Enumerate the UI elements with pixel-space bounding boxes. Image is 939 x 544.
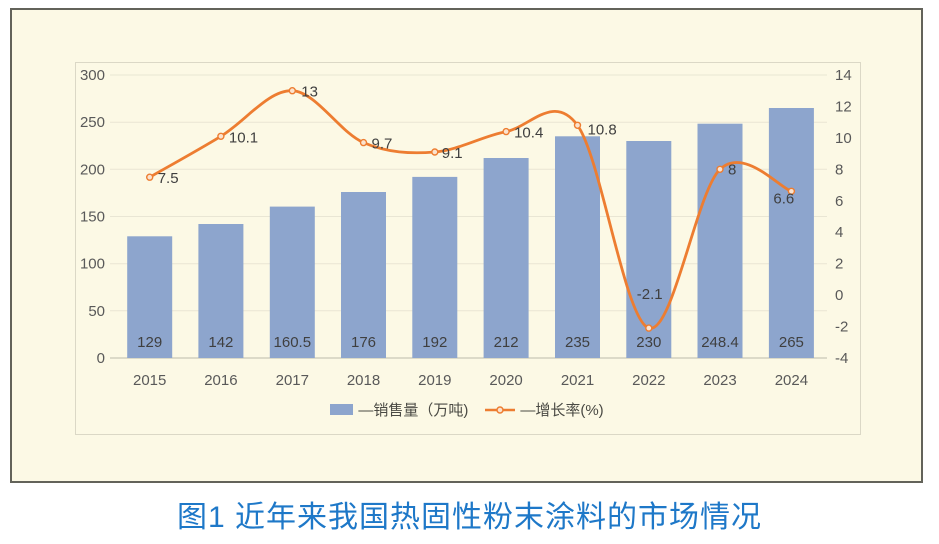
- right-axis-tick: 6: [835, 193, 843, 210]
- left-axis-tick: 200: [80, 161, 105, 178]
- line-value-label: -2.1: [637, 286, 663, 303]
- right-axis-tick: 12: [835, 98, 852, 115]
- plot-area-frame: [75, 62, 861, 435]
- right-axis-tick: -2: [835, 319, 848, 336]
- legend-line-marker: [496, 405, 505, 414]
- line-value-label: 10.4: [514, 125, 543, 142]
- legend-bar-swatch: [330, 404, 354, 415]
- line-marker-2023: [716, 165, 724, 174]
- bar-value-label: 248.4: [701, 334, 739, 351]
- line-marker-2015: [145, 173, 154, 181]
- right-axis-tick: 10: [835, 130, 852, 147]
- line-marker-2016: [217, 132, 225, 141]
- left-axis-tick: 300: [80, 67, 105, 84]
- bar-2022: [626, 141, 672, 358]
- bar-value-label: 176: [351, 334, 376, 351]
- line-marker-2021: [573, 121, 582, 130]
- legend: —销售量（万吨) —增长率(%): [75, 399, 859, 420]
- right-axis-tick: 0: [835, 287, 843, 304]
- line-value-label: 10.8: [588, 121, 617, 138]
- line-marker-2022: [645, 324, 653, 332]
- bar-value-label: 129: [137, 334, 162, 351]
- line-marker-2024: [787, 187, 796, 196]
- line-marker-2018: [359, 138, 368, 147]
- x-axis-label: 2016: [204, 372, 237, 389]
- x-axis-label: 2015: [133, 372, 166, 389]
- left-axis-tick: 250: [80, 114, 105, 131]
- bar-value-label: 212: [494, 334, 519, 351]
- right-axis-tick: 4: [835, 224, 843, 241]
- left-axis-tick: 150: [80, 209, 105, 226]
- bar-value-label: 192: [422, 334, 447, 351]
- line-value-label: 8: [728, 161, 736, 178]
- bar-2021: [555, 136, 600, 358]
- bar-value-label: 235: [565, 334, 590, 351]
- legend-line-label: —增长率(%): [520, 402, 604, 419]
- growth-rate-line: [148, 89, 793, 330]
- bar-value-label: 230: [636, 334, 661, 351]
- left-axis-tick: 50: [88, 303, 105, 320]
- x-axis-label: 2020: [489, 372, 522, 389]
- right-axis-tick: 14: [835, 67, 852, 84]
- right-axis-tick: 8: [835, 161, 843, 178]
- line-marker-2020: [502, 127, 510, 136]
- line-value-label: 6.6: [773, 190, 794, 207]
- line-value-label: 10.1: [229, 129, 258, 146]
- x-axis-label: 2018: [347, 372, 380, 389]
- bar-2023: [697, 123, 743, 358]
- right-axis-tick: -4: [835, 350, 848, 367]
- x-axis-label: 2022: [632, 372, 665, 389]
- bar-2019: [412, 176, 458, 358]
- right-axis-tick: 2: [835, 256, 843, 273]
- bar-2017: [269, 206, 315, 358]
- legend-bar-label: —销售量（万吨): [358, 402, 469, 419]
- bar-2024: [768, 108, 814, 358]
- x-axis-label: 2024: [775, 372, 808, 389]
- bar-value-label: 265: [779, 334, 804, 351]
- x-axis-label: 2023: [703, 372, 736, 389]
- line-value-label: 9.7: [372, 136, 393, 153]
- line-value-label: 9.1: [442, 145, 463, 162]
- bar-2015: [127, 236, 173, 358]
- line-marker-2017: [288, 86, 296, 95]
- line-marker-2019: [431, 148, 439, 156]
- left-axis-tick: 100: [80, 256, 105, 273]
- left-axis-tick: 0: [97, 350, 105, 367]
- line-value-label: 13: [301, 84, 318, 101]
- bar-value-label: 142: [208, 334, 233, 351]
- bar-value-label: 160.5: [274, 334, 312, 351]
- figure-caption: 图1 近年来我国热固性粉末涂料的市场情况: [176, 501, 763, 534]
- bar-2018: [341, 192, 386, 358]
- x-axis-label: 2017: [276, 372, 309, 389]
- line-value-label: 7.5: [158, 170, 179, 187]
- bar-2016: [198, 224, 244, 358]
- x-axis-label: 2021: [561, 372, 594, 389]
- legend-line-icon: [485, 405, 516, 414]
- x-axis-label: 2019: [418, 372, 451, 389]
- bar-2020: [483, 158, 529, 358]
